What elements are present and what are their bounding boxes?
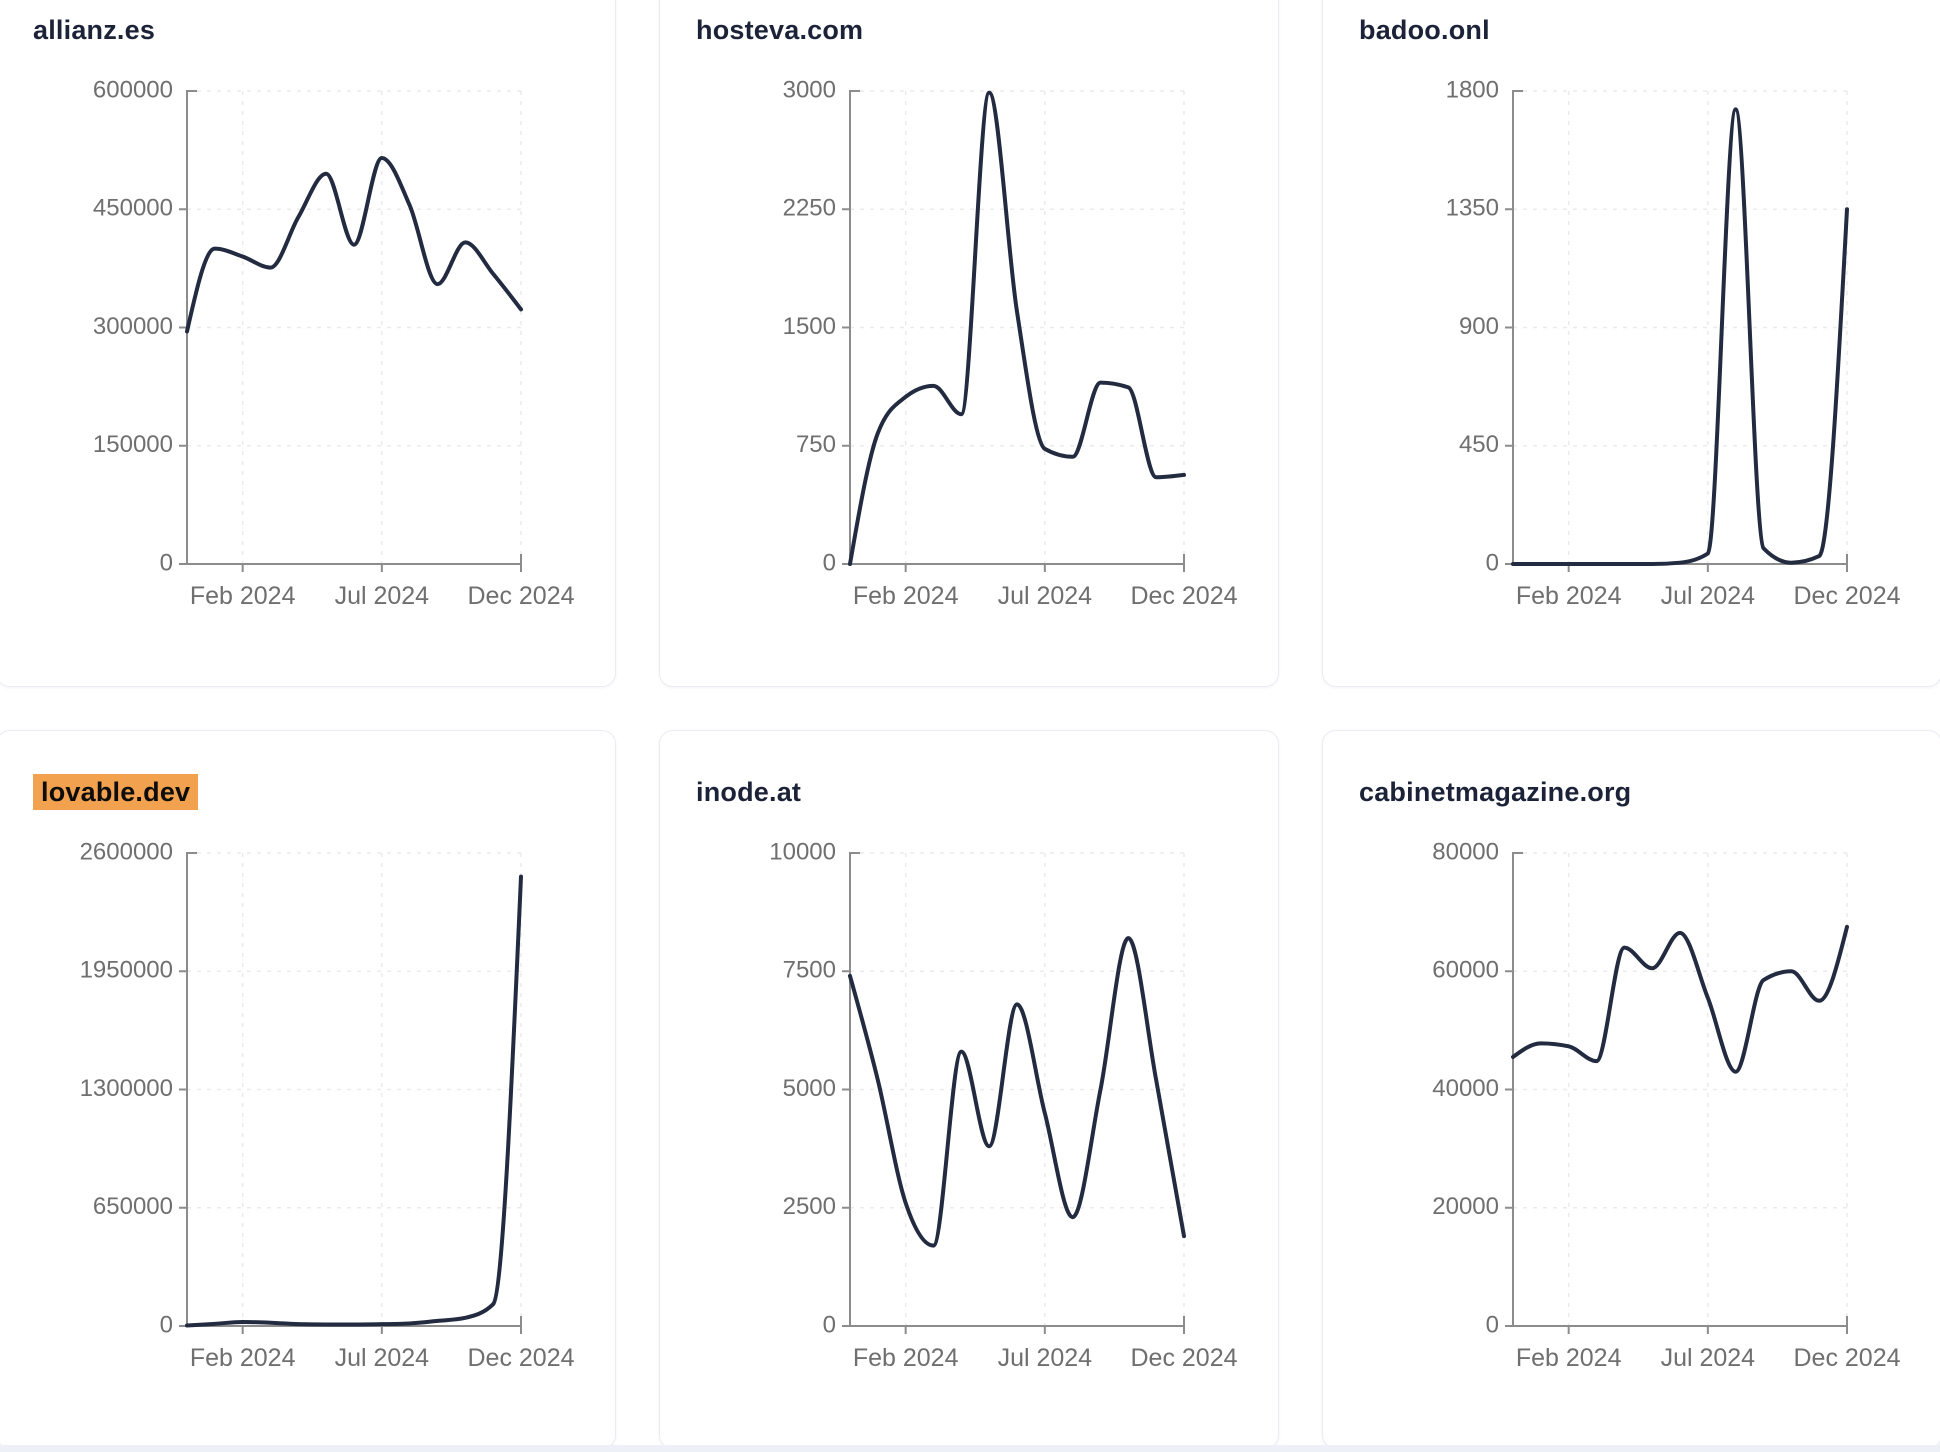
svg-text:Feb 2024: Feb 2024 (190, 1344, 296, 1372)
svg-text:Dec 2024: Dec 2024 (1130, 1344, 1237, 1372)
svg-text:Dec 2024: Dec 2024 (1793, 1344, 1900, 1372)
domain-label: badoo.onl (1359, 15, 1490, 45)
svg-text:450: 450 (1459, 431, 1499, 458)
svg-text:600000: 600000 (93, 76, 173, 103)
svg-text:Feb 2024: Feb 2024 (853, 1344, 959, 1372)
chart-card-lovable-dev: lovable.dev 0 650000 1300000 1950000 2600000… (0, 730, 616, 1449)
svg-text:60000: 60000 (1432, 957, 1499, 984)
svg-text:1300000: 1300000 (80, 1075, 173, 1102)
svg-text:0: 0 (823, 1311, 836, 1338)
domain-label: allianz.es (33, 15, 156, 45)
svg-text:0: 0 (1486, 549, 1499, 576)
svg-text:Jul 2024: Jul 2024 (998, 582, 1093, 610)
svg-text:7500: 7500 (783, 957, 836, 984)
svg-text:3000: 3000 (783, 76, 836, 103)
svg-text:2250: 2250 (783, 195, 836, 222)
domain-label: hosteva.com (696, 15, 864, 45)
svg-text:40000: 40000 (1432, 1075, 1499, 1102)
chart-title: lovable.dev (33, 774, 199, 810)
svg-text:Jul 2024: Jul 2024 (1661, 582, 1756, 610)
svg-text:Feb 2024: Feb 2024 (853, 582, 959, 610)
svg-text:20000: 20000 (1432, 1193, 1499, 1220)
domain-label: inode.at (696, 777, 802, 807)
svg-text:150000: 150000 (93, 431, 173, 458)
chart-title: allianz.es (33, 13, 155, 47)
svg-text:0: 0 (160, 1311, 173, 1338)
domain-label-highlighted: lovable.dev (33, 774, 199, 810)
svg-text:80000: 80000 (1432, 838, 1499, 865)
chart-card-hosteva-com: hosteva.com 0 750 1500 2250 3000 Feb 2024 Jul … (659, 0, 1279, 687)
svg-text:900: 900 (1459, 313, 1499, 340)
line-chart: 0 20000 40000 60000 80000 Feb 2024 Jul 2024 Dec… (1432, 838, 1900, 1372)
svg-text:2500: 2500 (783, 1193, 836, 1220)
svg-text:1500: 1500 (783, 313, 836, 340)
svg-text:Feb 2024: Feb 2024 (190, 582, 296, 610)
svg-text:Feb 2024: Feb 2024 (1516, 1344, 1622, 1372)
line-chart: 0 150000 300000 450000 600000 Feb 2024 Jul 202… (93, 76, 575, 610)
svg-text:Feb 2024: Feb 2024 (1516, 582, 1622, 610)
svg-text:0: 0 (160, 549, 173, 576)
svg-text:Jul 2024: Jul 2024 (1661, 1344, 1756, 1372)
chart-card-badoo-onl: badoo.onl 0 450 900 1350 1800 Feb 2024 Jul 202… (1322, 0, 1940, 687)
chart-card-inode-at: inode.at 0 2500 5000 7500 10000 Feb 2024 Jul 2… (659, 730, 1279, 1449)
domain-label: cabinetmagazine.org (1359, 777, 1632, 807)
svg-text:650000: 650000 (93, 1193, 173, 1220)
line-chart: 0 650000 1300000 1950000 2600000 Feb 2024 Jul … (80, 838, 575, 1372)
svg-text:Dec 2024: Dec 2024 (1793, 582, 1900, 610)
svg-text:0: 0 (823, 549, 836, 576)
svg-text:300000: 300000 (93, 313, 173, 340)
svg-text:2600000: 2600000 (80, 838, 173, 865)
svg-text:Dec 2024: Dec 2024 (1130, 582, 1237, 610)
chart-title: badoo.onl (1359, 13, 1490, 47)
svg-text:750: 750 (796, 431, 836, 458)
svg-text:1800: 1800 (1446, 76, 1499, 103)
svg-text:Jul 2024: Jul 2024 (335, 582, 430, 610)
chart-title: hosteva.com (696, 13, 863, 47)
svg-text:Jul 2024: Jul 2024 (998, 1344, 1093, 1372)
svg-text:450000: 450000 (93, 195, 173, 222)
svg-text:Dec 2024: Dec 2024 (467, 1344, 574, 1372)
line-chart: 0 450 900 1350 1800 Feb 2024 Jul 2024 Dec 2024 (1446, 76, 1901, 610)
line-chart: 0 750 1500 2250 3000 Feb 2024 Jul 2024 Dec 2024 (783, 76, 1238, 610)
line-chart: 0 2500 5000 7500 10000 Feb 2024 Jul 2024 Dec 20… (769, 838, 1237, 1372)
svg-text:1950000: 1950000 (80, 957, 173, 984)
svg-text:10000: 10000 (769, 838, 836, 865)
svg-text:5000: 5000 (783, 1075, 836, 1102)
chart-card-allianz-es: allianz.es 0 150000 300000 450000 600000 Feb … (0, 0, 616, 687)
svg-text:0: 0 (1486, 1311, 1499, 1338)
page-bottom-strip (0, 1445, 1940, 1452)
chart-title: cabinetmagazine.org (1359, 775, 1631, 809)
svg-text:Dec 2024: Dec 2024 (467, 582, 574, 610)
svg-text:Jul 2024: Jul 2024 (335, 1344, 430, 1372)
chart-card-cabinetmagazine-org: cabinetmagazine.org 0 20000 40000 60000 8000… (1322, 730, 1940, 1449)
svg-text:1350: 1350 (1446, 195, 1499, 222)
chart-title: inode.at (696, 775, 801, 809)
